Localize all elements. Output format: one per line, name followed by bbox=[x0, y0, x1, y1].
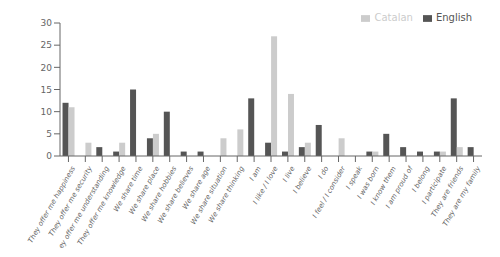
svg-text:They offer me happiness: They offer me happiness bbox=[26, 165, 78, 245]
svg-text:I participate: I participate bbox=[420, 165, 449, 206]
svg-text:I feel / I consider: I feel / I consider bbox=[311, 164, 348, 219]
svg-text:We share time: We share time bbox=[112, 165, 145, 214]
svg-text:I believe: I believe bbox=[292, 165, 314, 195]
svg-text:15: 15 bbox=[41, 85, 52, 95]
svg-text:We share hobbies: We share hobbies bbox=[140, 165, 179, 224]
svg-text:They are my family: They are my family bbox=[441, 164, 482, 228]
svg-text:They offer me security: They offer me security bbox=[47, 165, 94, 238]
html-text:Catalan: Catalan bbox=[374, 12, 413, 23]
svg-text:They are friends: They are friends bbox=[429, 165, 466, 219]
svg-text:I am proud of: I am proud of bbox=[384, 164, 415, 210]
svg-text:0: 0 bbox=[46, 151, 52, 161]
svg-text:I belong: I belong bbox=[410, 165, 432, 194]
svg-text:I was born: I was born bbox=[355, 165, 381, 201]
html-text:English: English bbox=[435, 12, 472, 23]
svg-text:5: 5 bbox=[46, 129, 52, 139]
svg-text:I live: I live bbox=[281, 165, 296, 183]
svg-text:25: 25 bbox=[41, 40, 52, 50]
svg-text:20: 20 bbox=[41, 63, 53, 73]
svg-text:I speak: I speak bbox=[344, 165, 365, 191]
svg-text:I like / I love: I like / I love bbox=[252, 165, 280, 206]
svg-text:They offer me knowledge: They offer me knowledge bbox=[76, 165, 128, 247]
svg-text:10: 10 bbox=[41, 107, 53, 117]
svg-text:I know them: I know them bbox=[369, 165, 398, 207]
svg-text:I do: I do bbox=[317, 165, 330, 180]
svg-text:We share believes: We share believes bbox=[156, 165, 196, 225]
svg-text:30: 30 bbox=[41, 18, 53, 28]
svg-text:We share thinking: We share thinking bbox=[207, 165, 246, 225]
svg-text:We share age: We share age bbox=[181, 165, 213, 211]
svg-text:We share situation: We share situation bbox=[189, 165, 229, 226]
svg-text:We share place: We share place bbox=[127, 165, 162, 216]
svg-text:I am: I am bbox=[248, 165, 263, 182]
